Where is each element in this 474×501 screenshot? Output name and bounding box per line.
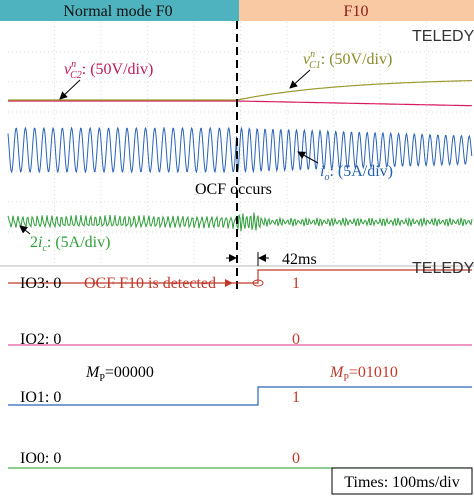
delay-label: 42ms <box>282 251 317 268</box>
io2-label: IO2: 0 <box>20 331 61 348</box>
vc2-trace <box>8 100 472 107</box>
io0-after: 0 <box>292 450 300 467</box>
arrow <box>289 69 311 89</box>
io-label: io: (5A/div) <box>320 163 393 183</box>
vc2-label: vn C2: (50V/div) <box>64 59 153 81</box>
header-right: F10 <box>344 3 369 20</box>
waveforms <box>7 80 473 469</box>
vc1-trace <box>8 80 472 101</box>
ic-label: 2ic: (5A/div) <box>30 234 110 254</box>
mp-before: MP=00000 <box>85 364 154 384</box>
ic-trace <box>7 212 473 232</box>
io2-after: 0 <box>292 331 300 348</box>
io1-trace <box>8 386 472 406</box>
detected-label: OCF F10 is detected <box>84 275 216 292</box>
arrow <box>297 151 319 164</box>
time-box <box>331 467 473 495</box>
time-label: Times: 100ms/div <box>344 474 459 491</box>
scope-grid <box>0 22 474 267</box>
io0-label: IO0: 0 <box>20 450 61 467</box>
arrow <box>19 225 31 235</box>
io3-label: IO3: 0 <box>20 275 61 292</box>
io3-trace <box>8 269 472 284</box>
io3-after: 1 <box>292 275 300 292</box>
logo: TELEDYNE LECROY <box>412 28 474 45</box>
io1-label: IO1: 0 <box>20 389 61 406</box>
mp-after: MP=01010 <box>329 364 398 384</box>
marker <box>252 279 264 287</box>
header-left: Normal mode F0 <box>63 3 172 20</box>
io1-after: 1 <box>292 389 300 406</box>
io-trace <box>7 126 473 174</box>
header-right-bg <box>239 0 474 21</box>
logo: TELEDYNE LECROY <box>412 260 474 277</box>
vc1-label: vn C1: (50V/div) <box>303 49 392 71</box>
arrow <box>59 79 81 100</box>
header-left-bg <box>0 0 239 21</box>
ocf-label: OCF occurs <box>195 181 272 198</box>
